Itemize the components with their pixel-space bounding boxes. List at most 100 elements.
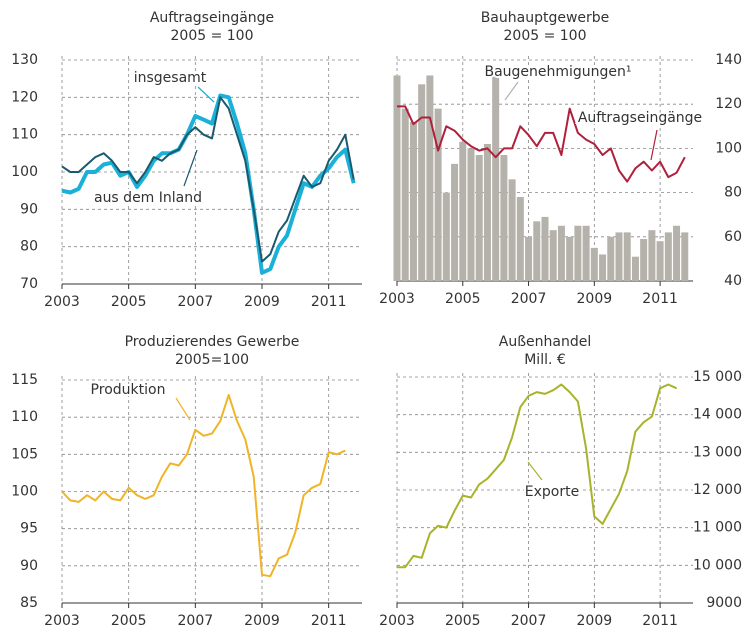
bar [582,225,590,281]
y-tick-label: 115 [11,372,38,388]
chart-title: Produzierendes Gewerbe [125,334,300,350]
y-tick-label: 70 [20,276,38,292]
bar [681,232,689,281]
y-tick-label: 100 [715,140,742,156]
x-tick-label: 2009 [577,291,613,307]
y-tick-label: 110 [11,127,38,143]
bar [673,225,681,281]
y-tick-label: 80 [20,239,38,255]
bar [549,230,557,281]
y-tick-label: 60 [724,229,742,245]
x-tick-label: 2005 [445,291,481,307]
x-tick-label: 2009 [577,613,613,629]
series-label: aus dem Inland [94,190,202,206]
bar [664,232,672,281]
y-tick-label: 14 000 [693,407,742,423]
bar [434,108,442,282]
bar [475,155,483,281]
leader-line [504,81,519,101]
line [397,105,686,183]
line [61,393,346,578]
bar [492,75,500,281]
bar [409,121,417,281]
x-tick-label: 2003 [379,291,415,307]
bar [623,232,631,281]
bar [516,197,524,281]
y-tick-label: 120 [11,89,38,105]
chart-subtitle: Mill. € [524,352,566,368]
x-tick-label: 2003 [44,613,80,629]
y-tick-label: 13 000 [693,444,742,460]
leader-line [183,149,198,187]
chart-title: Bauhauptgewerbe [481,10,610,26]
x-tick-label: 2005 [445,613,481,629]
bar [599,254,607,281]
chart-subtitle: 2005 = 100 [504,28,587,44]
bar [607,236,615,281]
leader-line [527,461,543,481]
y-tick-label: 100 [11,164,38,180]
bar [393,75,401,281]
y-tick-label: 90 [20,558,38,574]
chart-subtitle: 2005 = 100 [171,28,254,44]
bar [648,230,656,281]
x-tick-label: 2011 [642,291,678,307]
bar [615,232,623,281]
bar [631,256,639,281]
y-tick-label: 80 [724,185,742,201]
y-tick-label: 12 000 [693,482,742,498]
bar [459,141,467,281]
bar [418,84,426,281]
bar [541,216,549,281]
chart-subtitle: 2005=100 [175,352,249,368]
chart-title: Auftragseingänge [150,10,274,26]
leader-line [197,86,215,103]
x-tick-label: 2007 [178,294,214,310]
bar [566,236,574,281]
series-label: Auftragseingänge [578,110,702,126]
x-tick-label: 2003 [44,294,80,310]
leader-line [175,397,191,421]
bar [426,75,434,281]
x-tick-label: 2009 [244,294,280,310]
line [397,383,678,569]
y-tick-label: 10 000 [693,557,742,573]
bar [656,241,664,281]
x-tick-label: 2007 [511,291,547,307]
y-tick-label: 40 [724,273,742,289]
x-tick-label: 2007 [511,613,547,629]
y-tick-label: 95 [20,521,38,537]
x-tick-label: 2011 [642,613,678,629]
bar [557,225,565,281]
bar [508,179,516,281]
bar [590,247,598,281]
x-tick-label: 2011 [311,294,347,310]
y-tick-label: 85 [20,595,38,611]
x-tick-label: 2007 [178,613,214,629]
y-tick-label: 140 [715,52,742,68]
y-tick-label: 105 [11,446,38,462]
bar [401,108,409,282]
y-tick-label: 9000 [706,595,742,611]
y-tick-label: 110 [11,409,38,425]
series-label: Exporte [525,484,579,500]
bar [640,239,648,281]
series-label: Baugenehmigungen¹ [484,64,631,80]
line [61,96,355,263]
x-tick-label: 2003 [379,613,415,629]
y-tick-label: 15 000 [693,369,742,385]
x-tick-label: 2005 [111,613,147,629]
y-tick-label: 100 [11,484,38,500]
bar [442,192,450,281]
bar [533,221,541,281]
y-tick-label: 130 [11,52,38,68]
series-label: insgesamt [134,70,207,86]
y-tick-label: 120 [715,96,742,112]
bar [483,143,491,281]
bar [467,148,475,281]
bar [574,225,582,281]
bar [451,163,459,281]
y-tick-label: 90 [20,201,38,217]
leader-line [650,129,658,161]
